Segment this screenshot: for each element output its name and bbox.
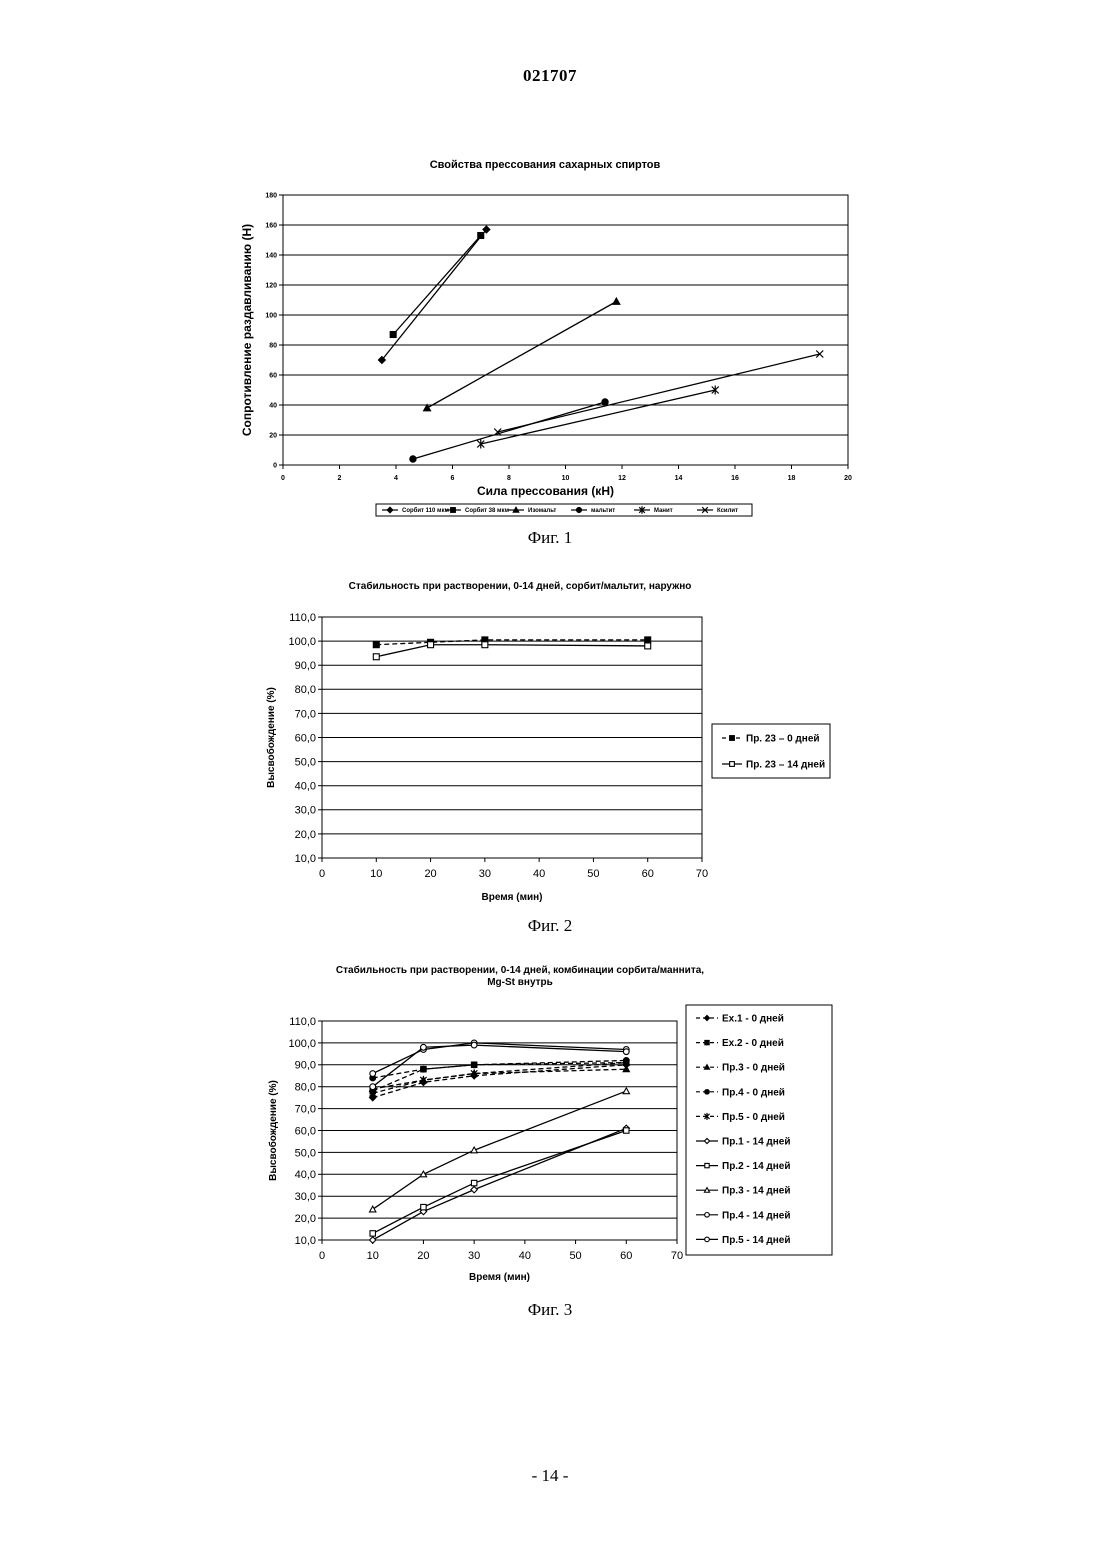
legend-label: Пр.4 - 0 дней <box>722 1087 785 1098</box>
y-tick-label: 80,0 <box>295 1082 316 1094</box>
x-tick-label: 10 <box>367 1250 379 1262</box>
x-tick-label: 40 <box>519 1250 531 1262</box>
x-tick-label: 0 <box>319 1250 325 1262</box>
data-point <box>421 1066 427 1072</box>
legend: Ex.1 - 0 дней Ex.2 - 0 дней Пр.3 - 0 дней П… <box>686 1005 832 1255</box>
x-tick-label: 50 <box>569 1250 581 1262</box>
data-point <box>370 1231 375 1236</box>
y-tick-label: 30,0 <box>295 1191 316 1203</box>
x-tick-label: 60 <box>620 1250 632 1262</box>
chart-3-group: Стабильность при растворении, 0-14 дней,… <box>267 964 832 1283</box>
data-point <box>471 1062 477 1068</box>
y-axis-label: Высвобождение (%) <box>267 1080 279 1181</box>
legend-label: Пр.2 - 14 дней <box>722 1161 791 1172</box>
y-tick-label: 110,0 <box>289 1016 316 1028</box>
legend-marker <box>705 1212 710 1217</box>
x-tick-label: 30 <box>468 1250 480 1262</box>
chart-subtitle: Mg-St внутрь <box>487 977 553 988</box>
chart-title: Стабильность при растворении, 0-14 дней,… <box>336 964 704 976</box>
chart-dissolution-stability-sorbitol-mannitol: Стабильность при растворении, 0-14 дней,… <box>0 0 1100 1300</box>
data-point <box>471 1180 476 1185</box>
legend-label: Ex.2 - 0 дней <box>722 1038 784 1049</box>
data-point <box>370 1071 376 1077</box>
legend-label: Пр.5 - 0 дней <box>722 1112 785 1123</box>
data-point <box>623 1049 629 1055</box>
y-tick-label: 70,0 <box>295 1103 316 1115</box>
data-point <box>471 1042 477 1048</box>
data-point <box>370 1084 376 1090</box>
data-point <box>421 1204 426 1209</box>
legend-label: Пр.5 - 14 дней <box>722 1235 791 1246</box>
y-tick-label: 60,0 <box>295 1125 316 1137</box>
figure-caption-3: Фиг. 3 <box>0 1300 1100 1320</box>
legend-label: Пр.3 - 0 дней <box>722 1063 785 1074</box>
data-point <box>624 1128 629 1133</box>
legend-marker <box>705 1163 709 1167</box>
y-tick-label: 10,0 <box>295 1235 316 1247</box>
x-tick-label: 20 <box>417 1250 429 1262</box>
legend-label: Пр.1 - 14 дней <box>722 1137 791 1148</box>
page-number: - 14 - <box>0 1466 1100 1486</box>
y-tick-label: 20,0 <box>295 1213 316 1225</box>
y-tick-label: 100,0 <box>288 1038 316 1050</box>
legend-label: Пр.3 - 14 дней <box>722 1186 791 1197</box>
legend-label: Ex.1 - 0 дней <box>722 1014 784 1025</box>
y-tick-label: 90,0 <box>295 1060 316 1072</box>
data-point <box>421 1044 427 1050</box>
legend-marker <box>705 1089 710 1094</box>
x-axis-label: Время (мин) <box>469 1272 530 1283</box>
x-tick-label: 70 <box>671 1250 683 1262</box>
legend-marker <box>705 1040 709 1044</box>
y-tick-label: 40,0 <box>295 1169 316 1181</box>
y-tick-label: 50,0 <box>295 1147 316 1159</box>
legend-marker <box>705 1237 710 1242</box>
legend-label: Пр.4 - 14 дней <box>722 1210 791 1221</box>
